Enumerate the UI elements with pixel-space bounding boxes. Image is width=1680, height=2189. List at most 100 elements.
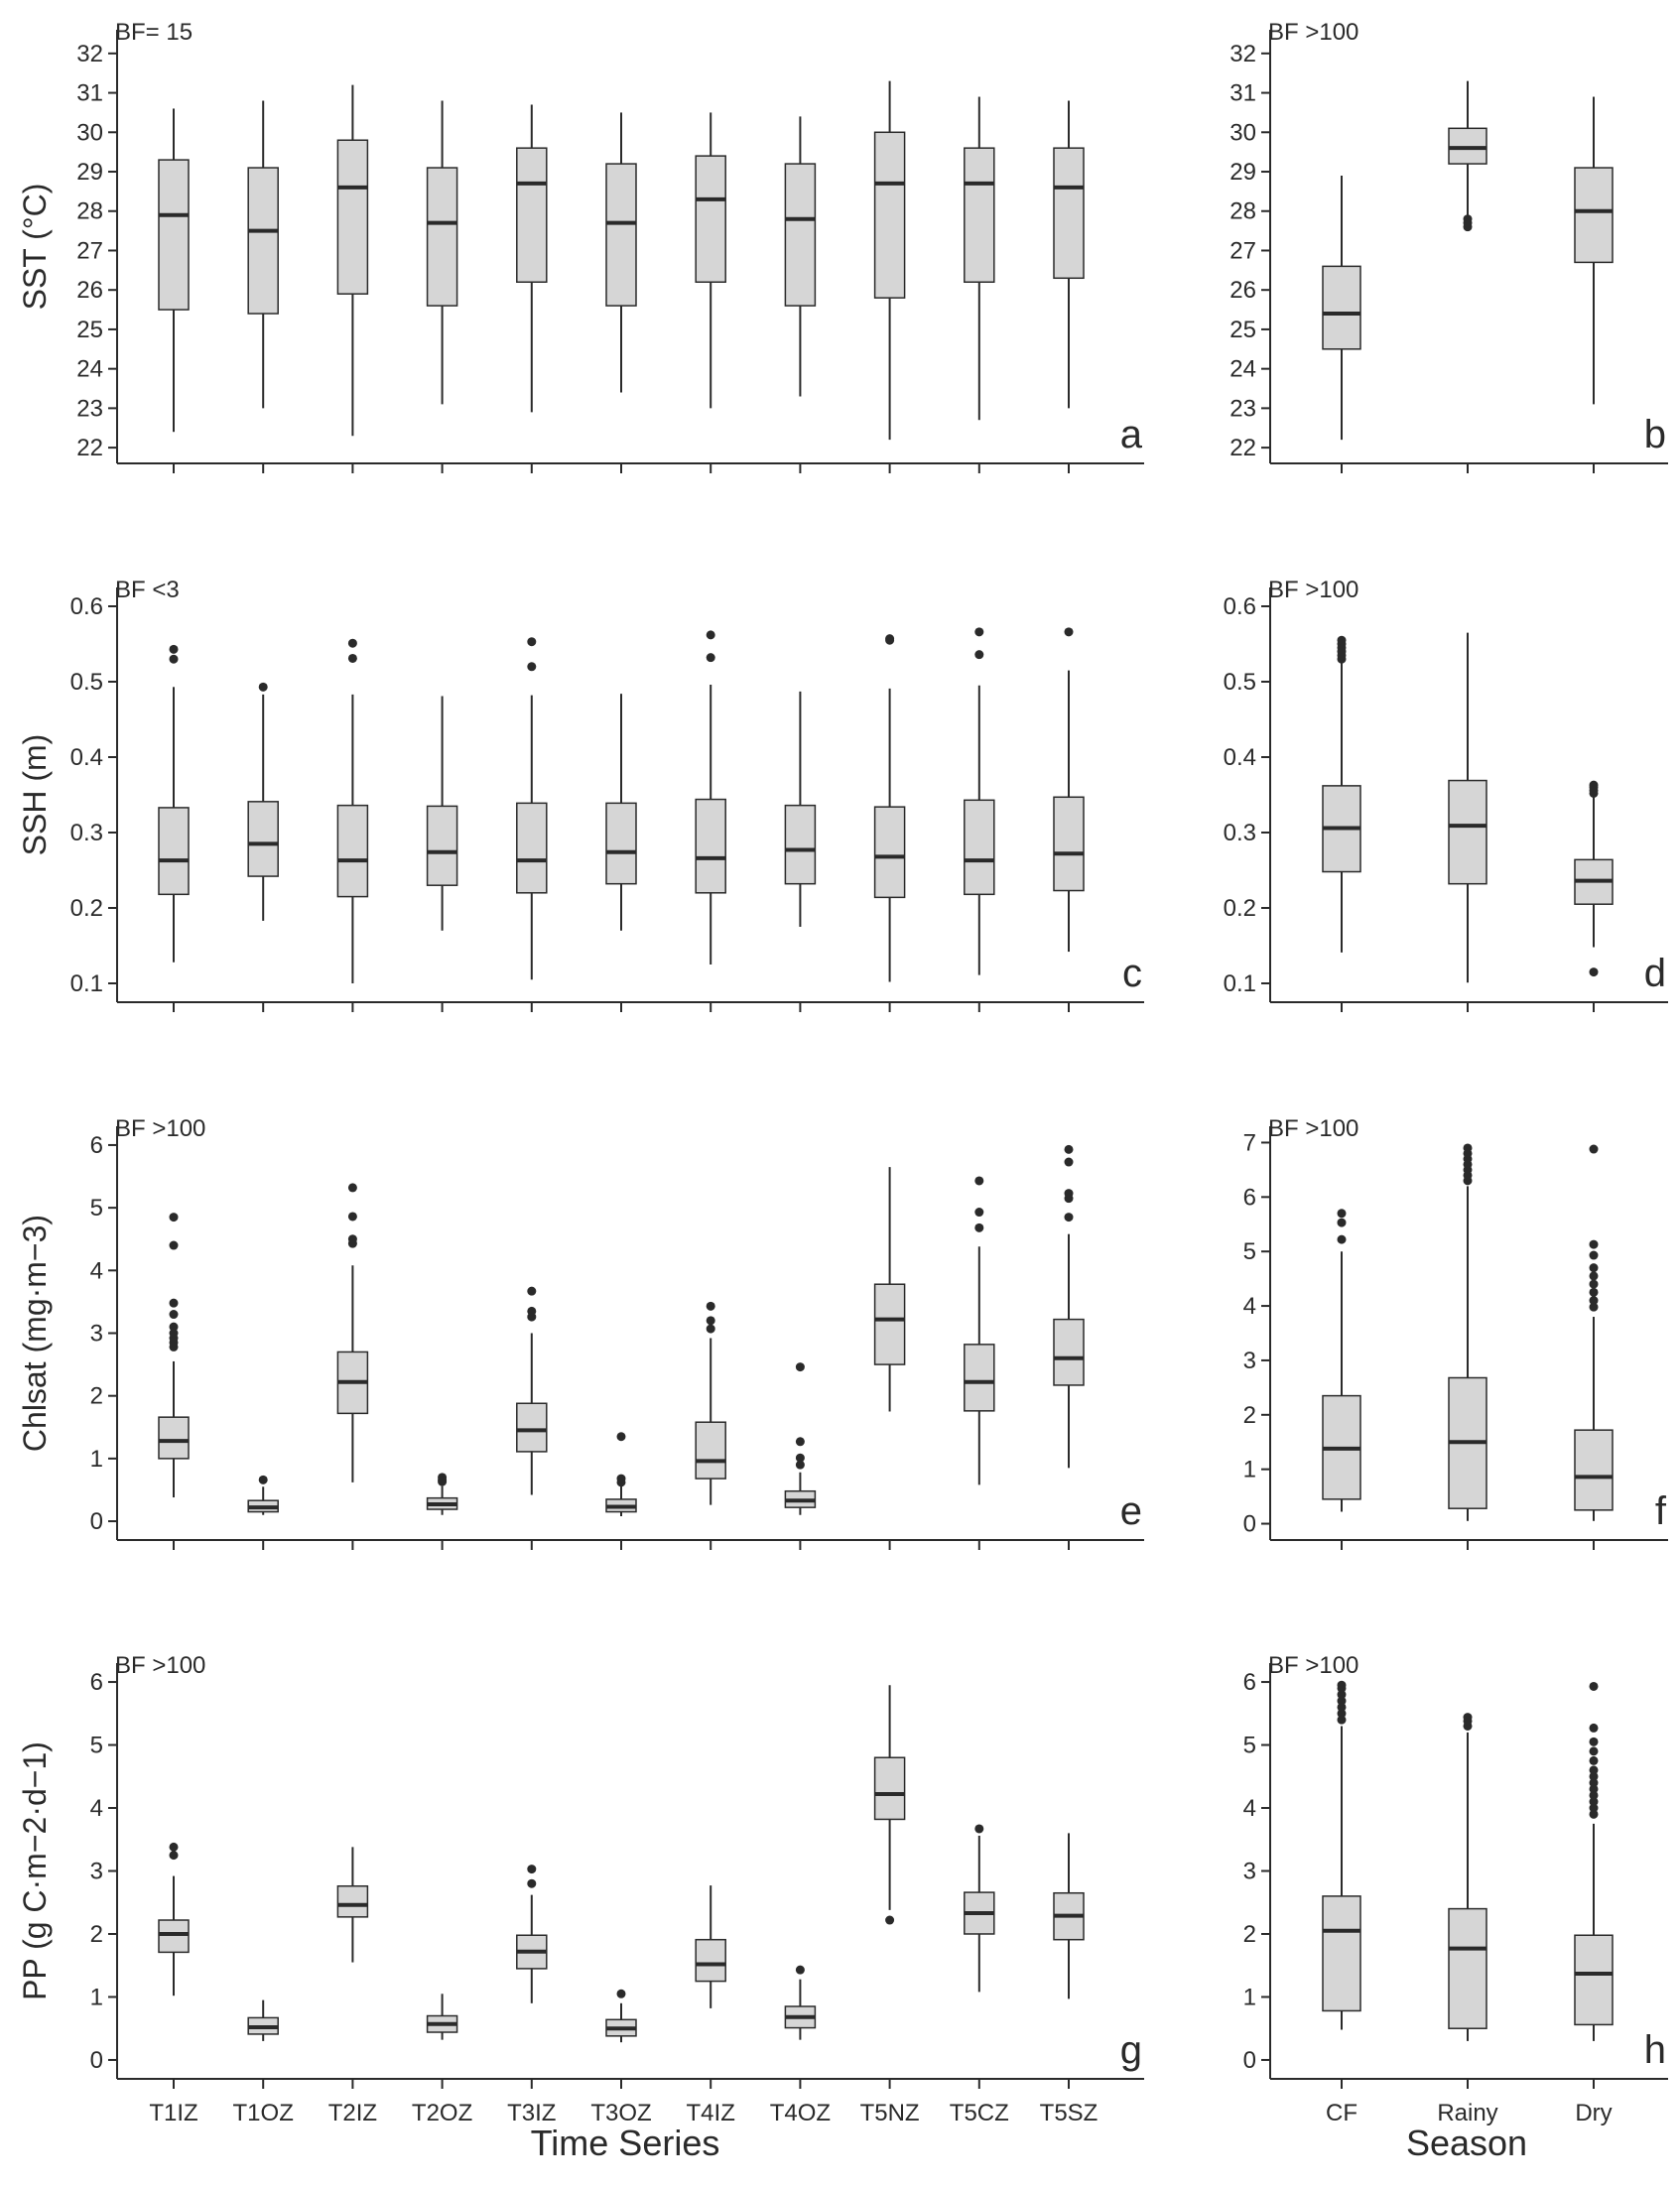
bf-label: BF >100 [115, 1652, 205, 1679]
outlier-point [169, 1851, 179, 1861]
y-tick-label: 1 [1243, 1984, 1256, 2010]
outlier-point [1064, 1189, 1074, 1199]
iqr-box [784, 804, 817, 885]
outlier-point [169, 1213, 179, 1223]
box-T3IZ [516, 637, 548, 1012]
outlier-point [527, 1878, 537, 1888]
outlier-point [258, 682, 268, 692]
box-CF [1322, 635, 1361, 1012]
outlier-point [169, 644, 179, 654]
iqr-box [426, 167, 458, 307]
x-tick-label: Rainy [1437, 2100, 1497, 2126]
y-tick-label: 26 [76, 277, 103, 304]
y-tick-label: 5 [90, 1733, 103, 1759]
bf-label: BF >100 [1268, 19, 1358, 46]
y-tick-label: 5 [1243, 1733, 1256, 1759]
outlier-point [347, 1234, 357, 1244]
panel-letter: f [1655, 1489, 1667, 1533]
outlier-point [1589, 1239, 1599, 1249]
outlier-point [795, 1437, 805, 1447]
y-tick-label: 22 [76, 435, 103, 461]
box-T3OZ [605, 694, 637, 1012]
iqr-box [1574, 1429, 1614, 1511]
y-tick-label: 3 [90, 1321, 103, 1348]
y-tick-label: 4 [1243, 1795, 1256, 1822]
outlier-point [169, 1240, 179, 1250]
outlier-point [1589, 1302, 1599, 1312]
y-tick-label: 22 [1229, 435, 1256, 461]
outlier-point [1589, 1287, 1599, 1297]
x-tick-label: T2OZ [412, 2100, 472, 2126]
outlier-point [347, 1212, 357, 1222]
panel-g: 0 1 2 3 4 5 6 BF >100 g PP (g C·m−2·d−1) T1IZ T1OZ T… [17, 1652, 1144, 2126]
box-T5NZ [873, 1167, 906, 1550]
outlier-point [527, 1865, 537, 1874]
panel-h: 0 1 2 3 4 5 6 BF >100 h CF Rainy Dry [1243, 1652, 1668, 2126]
outlier-point [1589, 1809, 1599, 1819]
y-tick-label: 5 [1243, 1238, 1256, 1265]
box-T5CZ [964, 96, 995, 473]
y-tick-label: 29 [76, 159, 103, 186]
outlier-point [795, 1453, 805, 1463]
y-tick-label: 32 [1229, 41, 1256, 67]
outlier-point [1337, 1234, 1347, 1244]
iqr-box [1053, 796, 1085, 892]
iqr-box [964, 147, 995, 284]
outlier-point [1463, 1143, 1473, 1153]
iqr-box [1053, 147, 1085, 280]
y-tick-label: 23 [76, 395, 103, 422]
iqr-box [605, 163, 637, 307]
iqr-box [158, 159, 190, 311]
outlier-point [706, 1301, 715, 1311]
box-T5CZ [964, 627, 995, 1012]
y-tick-label: 24 [1229, 356, 1256, 383]
outlier-point [1589, 1271, 1599, 1281]
y-tick-label: 1 [90, 1446, 103, 1473]
outlier-point [169, 654, 179, 664]
y-tick-label: 4 [1243, 1293, 1256, 1320]
iqr-box [964, 1344, 995, 1412]
y-tick-label: 1 [90, 1984, 103, 2010]
y-tick-label: 0 [1243, 1511, 1256, 1538]
outlier-point [1589, 1746, 1599, 1756]
iqr-box [336, 139, 369, 295]
y-tick-label: 6 [90, 1669, 103, 1696]
y-tick-label: 0.3 [1224, 820, 1256, 846]
iqr-box [336, 804, 369, 898]
x-tick-label: T1OZ [233, 2100, 294, 2126]
outlier-point [527, 1286, 537, 1296]
iqr-box [873, 806, 906, 899]
outlier-point [974, 1208, 984, 1218]
outlier-point [974, 1176, 984, 1186]
y-tick-label: 0 [1243, 2047, 1256, 2074]
outlier-point [1589, 967, 1599, 977]
y-tick-label: 0.4 [70, 744, 103, 771]
y-tick-label: 6 [1243, 1184, 1256, 1211]
y-tick-label: 30 [76, 119, 103, 146]
iqr-box [964, 799, 995, 896]
box-T5NZ [873, 634, 906, 1012]
panel-letter: g [1120, 2028, 1142, 2072]
outlier-point [169, 1329, 179, 1338]
outlier-point [795, 1362, 805, 1372]
outlier-point [527, 662, 537, 672]
y-tick-label: 0.2 [70, 895, 103, 922]
box-T3IZ: T3IZ [507, 1865, 556, 2126]
y-tick-label: 2 [90, 1921, 103, 1948]
outlier-point [1589, 1778, 1599, 1788]
iqr-box [1574, 1934, 1614, 2026]
y-tick-label: 30 [1229, 119, 1256, 146]
y-tick-label: 28 [76, 198, 103, 225]
y-tick-label: 7 [1243, 1129, 1256, 1156]
outlier-point [1463, 1713, 1473, 1723]
x-tick-label: T4IZ [687, 2100, 735, 2126]
outlier-point [1064, 1213, 1074, 1223]
outlier-point [1064, 1157, 1074, 1167]
box-T3OZ [605, 1432, 637, 1550]
box-T5CZ: T5CZ [950, 1824, 1009, 2126]
iqr-box [516, 802, 548, 894]
box-T5NZ: T5NZ [860, 1685, 920, 2126]
box-T5SZ [1053, 100, 1085, 473]
box-T1OZ [247, 100, 279, 473]
